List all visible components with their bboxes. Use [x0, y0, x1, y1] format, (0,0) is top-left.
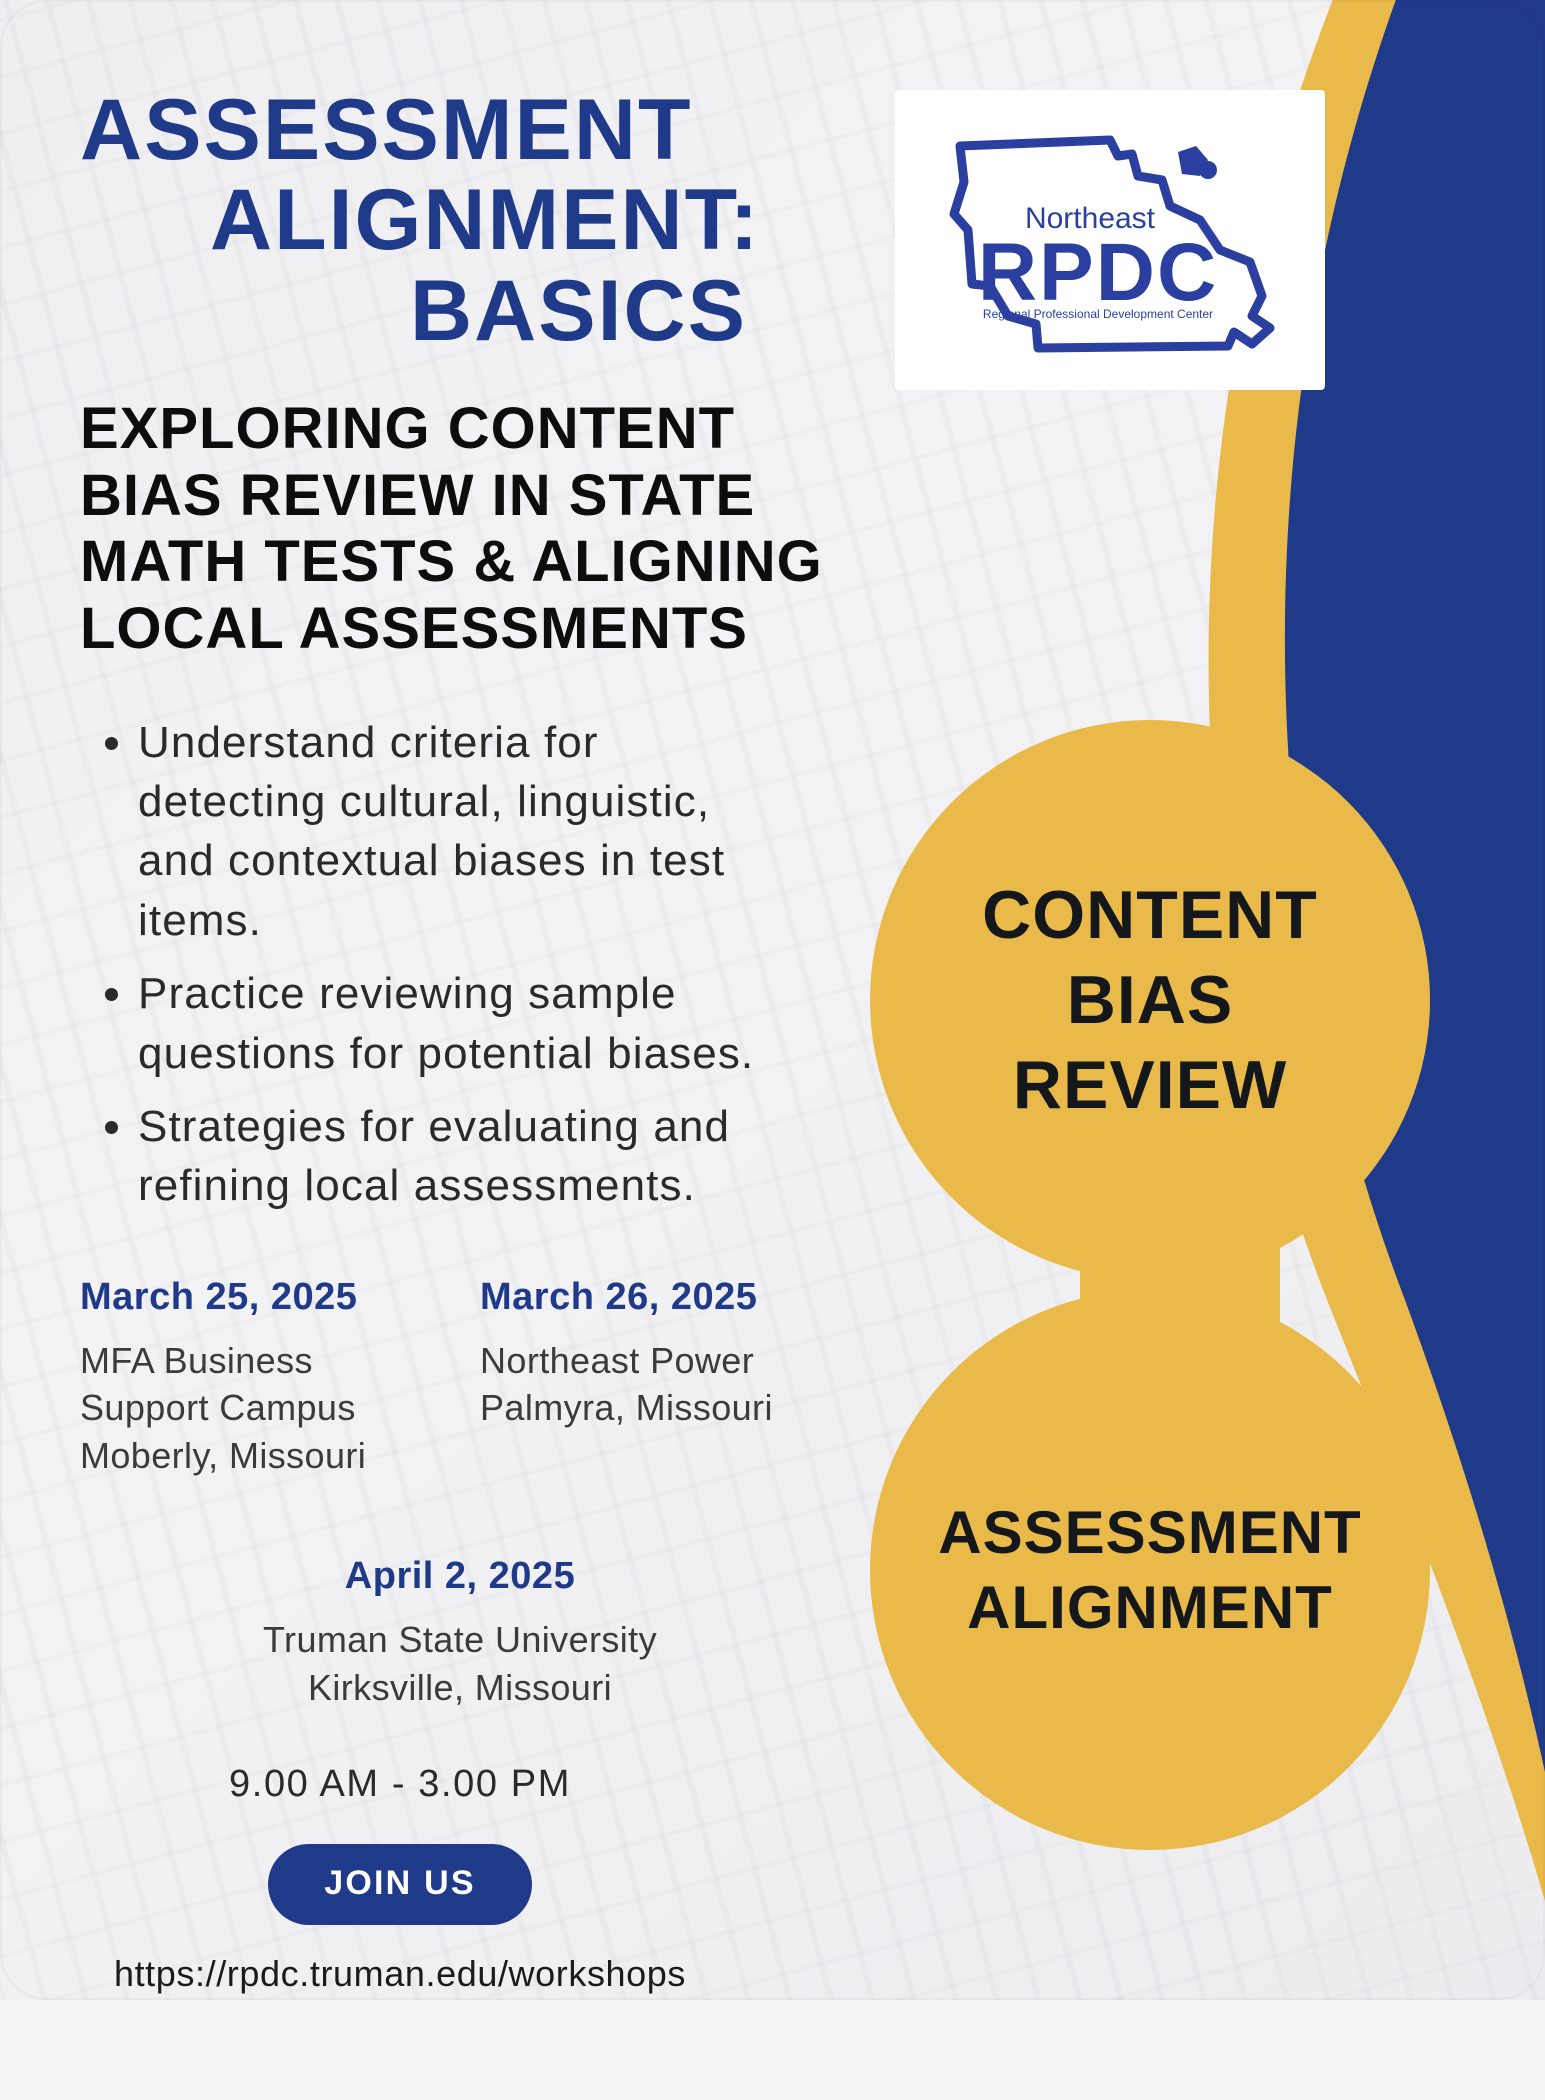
- event-location-line: Northeast Power: [480, 1337, 810, 1385]
- event-location-line: Truman State University: [80, 1616, 840, 1664]
- events-grid: March 25, 2025 MFA Business Support Camp…: [80, 1276, 840, 1712]
- bullet-item: Understand criteria for detecting cultur…: [138, 713, 760, 951]
- bullet-item: Strategies for evaluating and refining l…: [138, 1097, 760, 1216]
- event-block: March 25, 2025 MFA Business Support Camp…: [80, 1276, 410, 1480]
- title-line-1: ASSESSMENT: [80, 85, 900, 175]
- logo-card: Northeast RPDC Regional Professional Dev…: [895, 90, 1325, 390]
- circle1-line3: REVIEW: [982, 1043, 1318, 1128]
- rpdc-logo: Northeast RPDC Regional Professional Dev…: [920, 110, 1300, 370]
- circle2-line1: ASSESSMENT: [938, 1495, 1361, 1570]
- circle1-line1: CONTENT: [982, 873, 1318, 958]
- circle2-line2: ALIGNMENT: [938, 1570, 1361, 1645]
- event-location-line: Kirksville, Missouri: [80, 1664, 840, 1712]
- subtitle: EXPLORING CONTENT BIAS REVIEW IN STATE M…: [80, 396, 880, 663]
- join-us-button[interactable]: JOIN US: [268, 1844, 531, 1925]
- event-location-line: Palmyra, Missouri: [480, 1384, 810, 1432]
- topic-circle-assessment-alignment: ASSESSMENT ALIGNMENT: [870, 1290, 1430, 1850]
- event-block: April 2, 2025 Truman State University Ki…: [80, 1555, 840, 1711]
- event-date: March 25, 2025: [80, 1276, 410, 1319]
- workshop-url: https://rpdc.truman.edu/workshops: [80, 1953, 720, 1995]
- content-column: ASSESSMENT ALIGNMENT: BASICS EXPLORING C…: [80, 85, 900, 1995]
- event-location-line: MFA Business: [80, 1337, 410, 1385]
- event-date: March 26, 2025: [480, 1276, 810, 1319]
- bullet-list: Understand criteria for detecting cultur…: [80, 713, 760, 1216]
- circle1-line2: BIAS: [982, 958, 1318, 1043]
- event-block: March 26, 2025 Northeast Power Palmyra, …: [480, 1276, 810, 1480]
- bullet-item: Practice reviewing sample questions for …: [138, 964, 760, 1083]
- topic-circle-content-bias: CONTENT BIAS REVIEW: [870, 720, 1430, 1280]
- title-line-3: BASICS: [410, 266, 900, 356]
- title-line-2: ALIGNMENT:: [210, 175, 900, 265]
- time-range: 9.00 AM - 3.00 PM: [80, 1763, 720, 1806]
- event-location-line: Moberly, Missouri: [80, 1432, 410, 1480]
- event-location-line: Support Campus: [80, 1384, 410, 1432]
- logo-sub: Regional Professional Development Center: [983, 307, 1213, 321]
- logo-main: RPDC: [978, 227, 1218, 318]
- event-date: April 2, 2025: [345, 1555, 575, 1598]
